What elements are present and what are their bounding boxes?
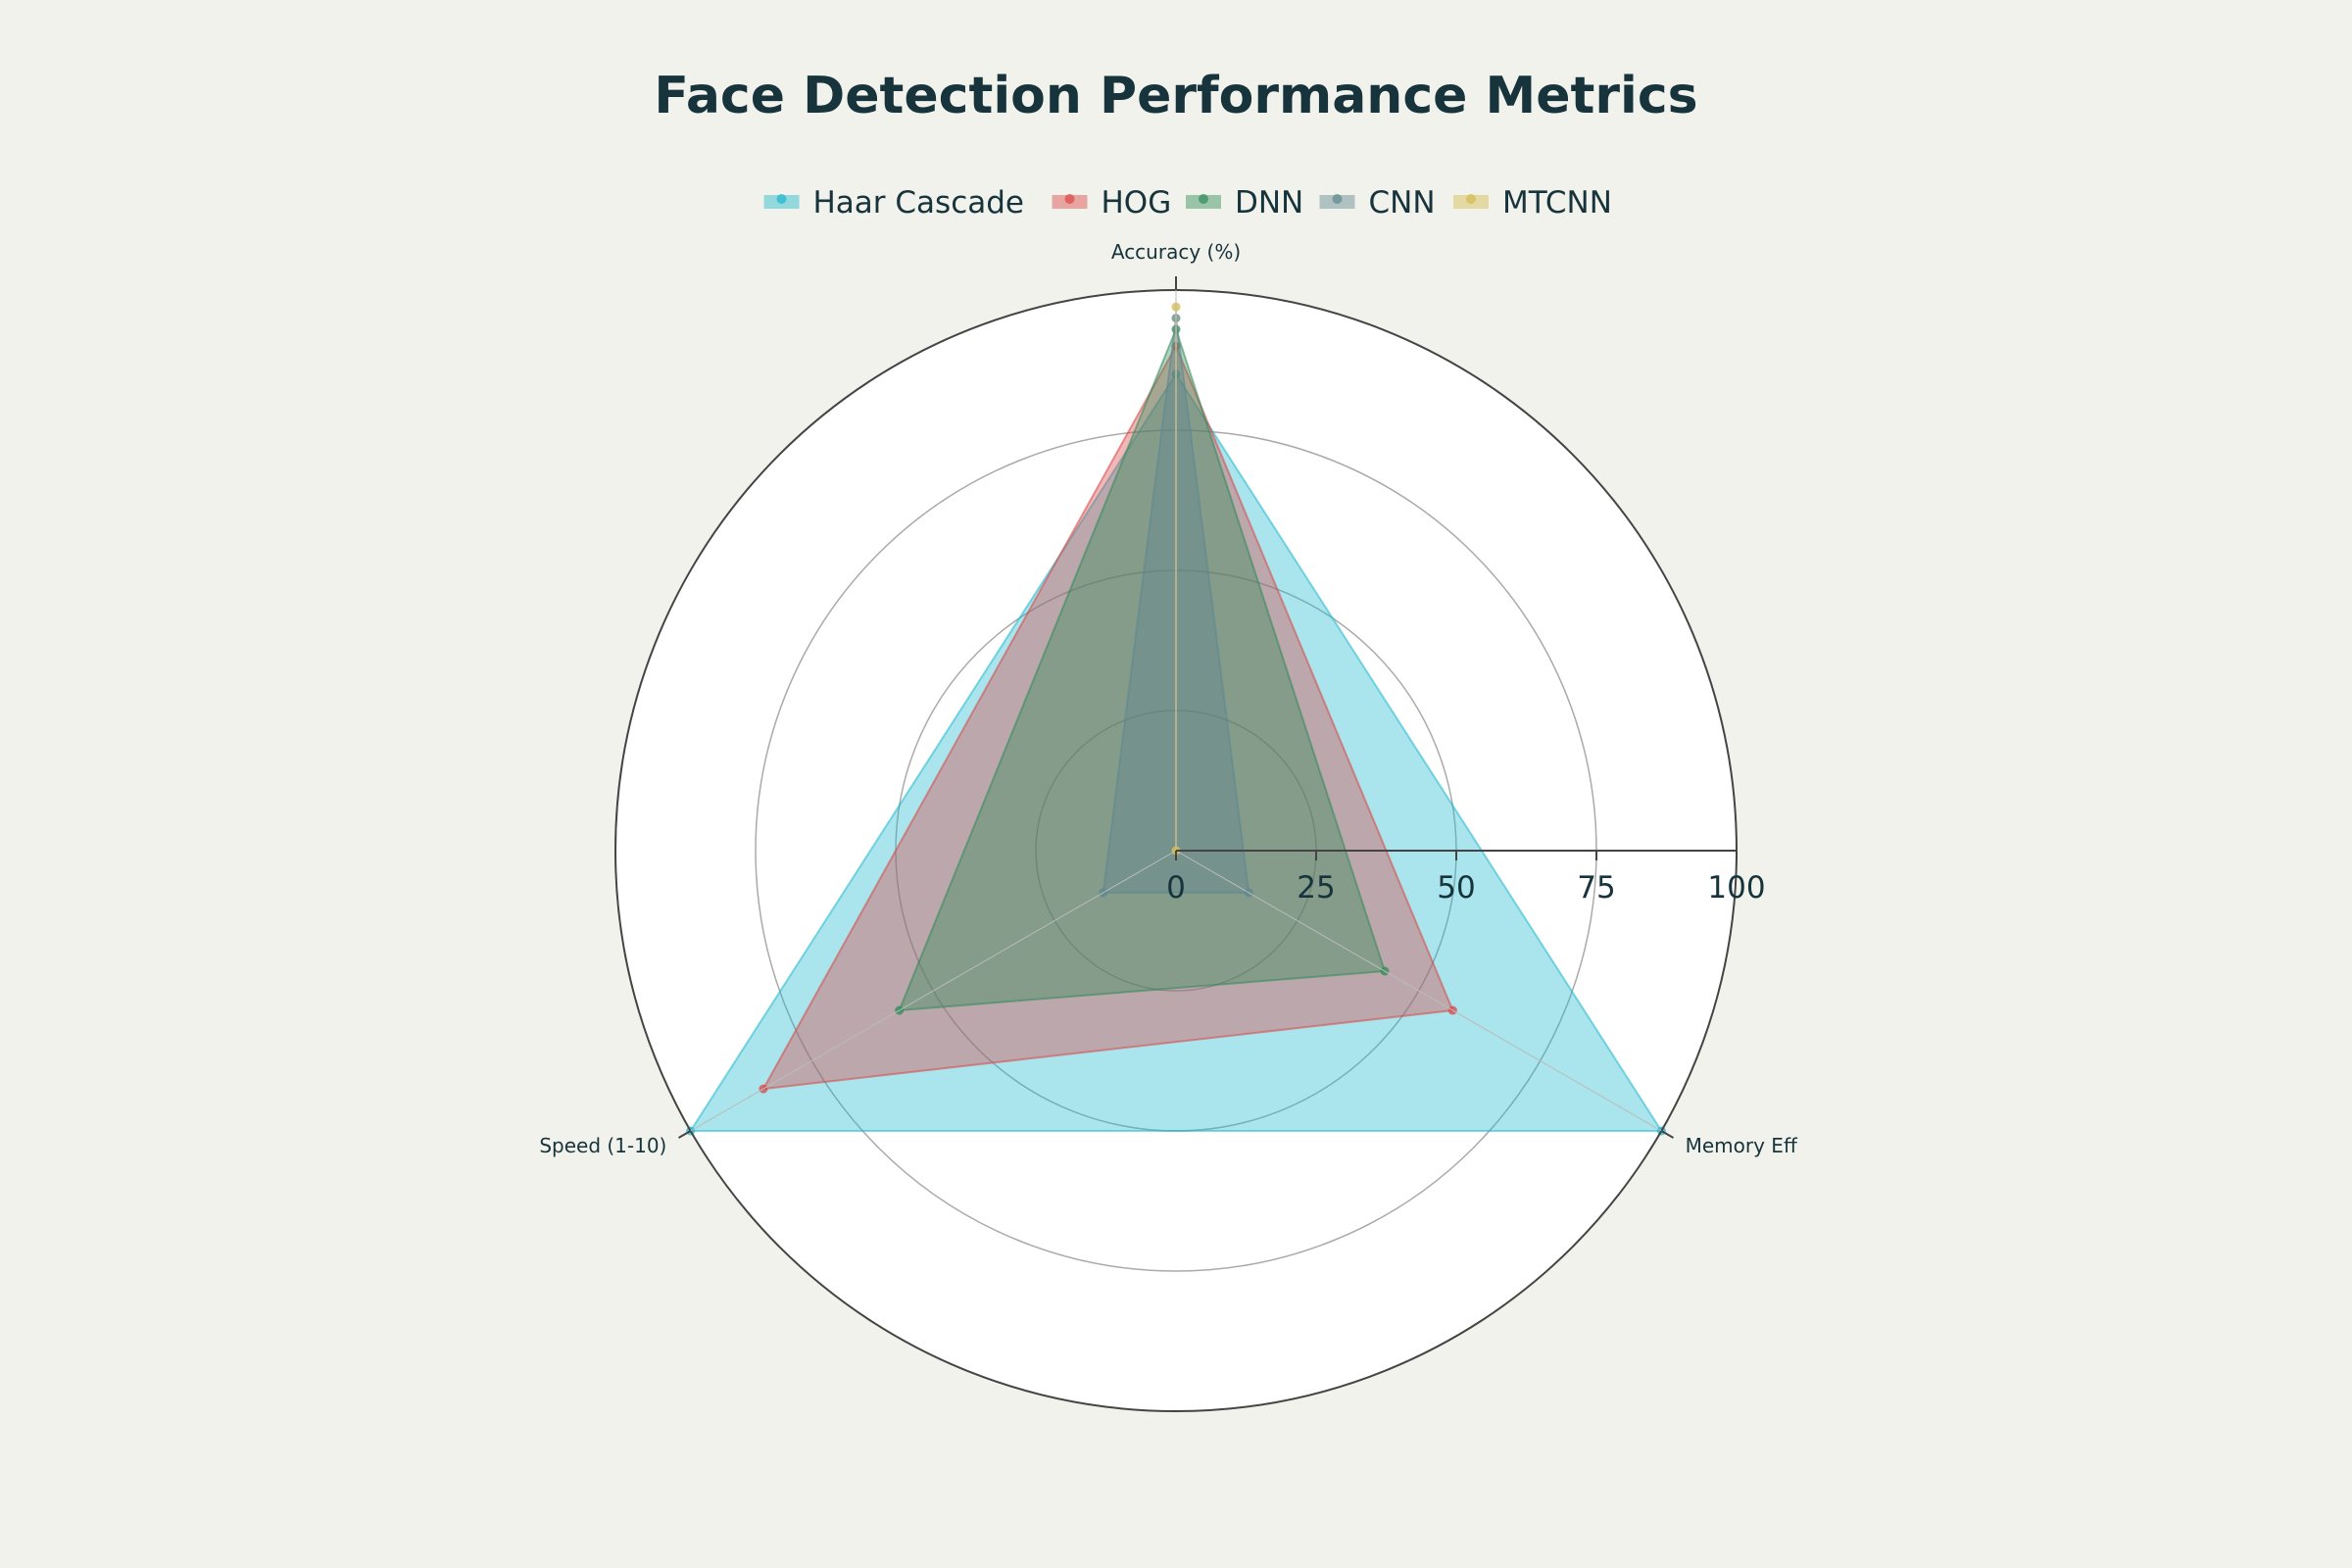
spoke-line [1175, 850, 1662, 1132]
legend-marker [1332, 194, 1343, 204]
legend-item-hog[interactable]: HOG [1052, 185, 1172, 220]
legend-marker [1466, 194, 1476, 204]
legend-label: HOG [1102, 185, 1172, 220]
radial-tick-label: 50 [1437, 870, 1475, 906]
spoke-tick [1660, 1130, 1674, 1139]
legend-item-cnn[interactable]: CNN [1319, 185, 1436, 220]
legend-label: DNN [1235, 185, 1303, 220]
legend-item-dnn[interactable]: DNN [1186, 185, 1303, 220]
axis-label: Speed (1-10) [539, 1134, 666, 1157]
series-area[interactable] [761, 343, 1454, 1091]
series-area[interactable] [898, 326, 1387, 1012]
legend-item-haar-cascade[interactable]: Haar Cascade [763, 185, 1025, 220]
radial-tick-label: 25 [1297, 870, 1335, 906]
axis-layer: Accuracy (%) Memory Eff Speed (1-10) 0 25 50 7… [539, 240, 1798, 1412]
radial-tick-label: 0 [1166, 870, 1186, 906]
legend-marker [1199, 194, 1208, 204]
axis-label: Accuracy (%) [1111, 240, 1241, 264]
legend[interactable]: Haar Cascade HOG DNN CNN MTCNN [763, 185, 1612, 220]
legend-marker [1064, 194, 1075, 204]
legend-marker [776, 194, 787, 204]
spoke-line [690, 850, 1177, 1132]
legend-label: MTCNN [1502, 185, 1612, 220]
axis-label: Memory Eff [1686, 1134, 1798, 1157]
spoke-tick [678, 1130, 692, 1139]
radial-tick-label: 100 [1707, 870, 1765, 906]
legend-item-mtcnn[interactable]: MTCNN [1453, 185, 1612, 220]
legend-label: CNN [1369, 185, 1436, 220]
legend-label: Haar Cascade [813, 185, 1025, 220]
radial-tick-label: 75 [1577, 870, 1615, 906]
chart-title: Face Detection Performance Metrics [654, 67, 1697, 125]
